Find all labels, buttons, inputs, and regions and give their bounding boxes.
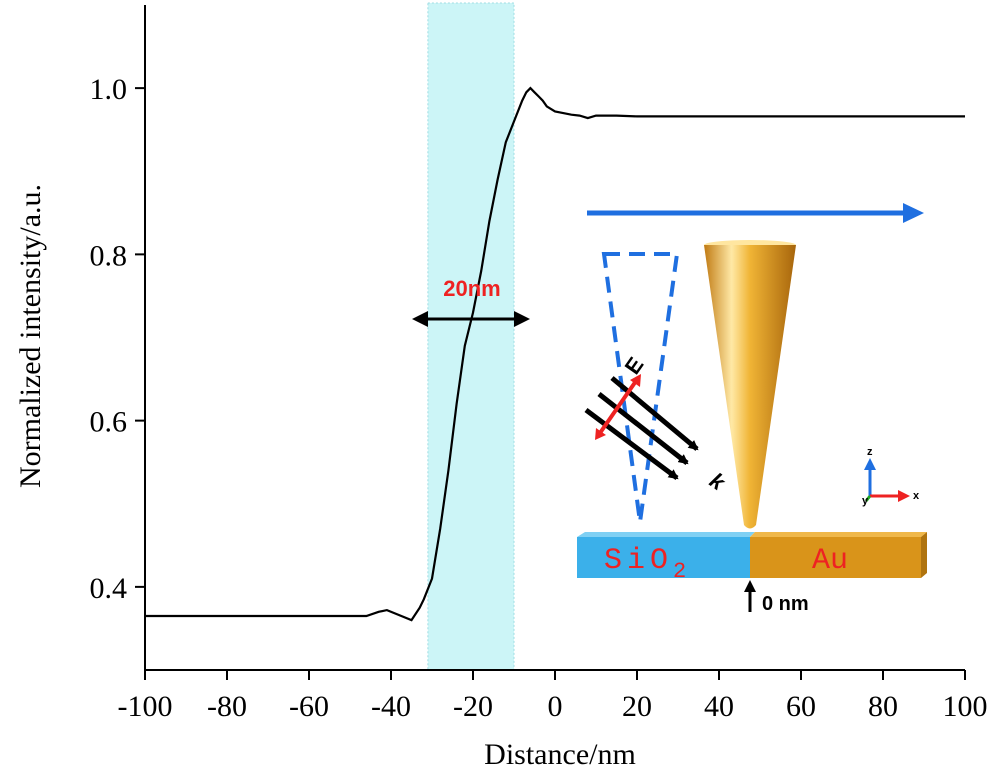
field-label: E: [620, 352, 649, 378]
highlight-band: [427, 2, 515, 671]
width-arrowhead-right: [514, 311, 530, 327]
x-tick-label: 100: [943, 690, 988, 723]
y-tick-label: 1.0: [90, 73, 128, 106]
zero-marker-label: 0 nm: [762, 593, 809, 615]
au-slab-top: [750, 532, 927, 537]
x-tick-label: -80: [207, 690, 247, 723]
wavevector-arrow-2: [597, 392, 689, 465]
y-tick-label: 0.8: [90, 239, 128, 272]
field-arrow: [598, 379, 638, 435]
triad-x-label: x: [913, 490, 920, 502]
wavevector-arrow-1: [610, 376, 699, 451]
sio2-slab-top: [577, 532, 755, 537]
triad-y-label: y: [862, 495, 869, 507]
x-tick-label: 60: [786, 690, 816, 723]
au-slab: [750, 537, 921, 578]
triad-z-arrowhead: [864, 458, 876, 470]
sio2-label: SiO2: [604, 544, 691, 584]
triad-x-arrowhead: [898, 490, 910, 502]
x-axis-ticks: -100 -80 -60 -40 -20 0 20 40 60 80 100: [118, 670, 988, 723]
field-arrowhead-down: [595, 428, 606, 440]
x-tick-label: -40: [371, 690, 411, 723]
x-tick-label: -20: [453, 690, 493, 723]
x-tick-label: 20: [622, 690, 652, 723]
triad-z-label: z: [867, 446, 873, 458]
y-axis-ticks: 0.4 0.6 0.8 1.0: [90, 73, 145, 605]
x-tick-label: 40: [704, 690, 734, 723]
scan-arrowhead: [903, 203, 924, 223]
y-tick-label: 0.6: [90, 406, 128, 439]
width-label: 20nm: [443, 276, 500, 301]
wavevector-arrow-3: [584, 407, 679, 481]
sio2-slab: [577, 537, 750, 578]
y-axis-label: Normalized intensity/a.u.: [14, 184, 47, 488]
dashed-beam-triangle: [601, 252, 680, 523]
gold-tip: [704, 245, 796, 529]
intensity-line: [145, 86, 965, 622]
au-label: Au: [812, 544, 848, 578]
x-tick-label: -60: [289, 690, 329, 723]
width-arrowhead-left: [412, 311, 428, 327]
zero-marker-arrowhead: [744, 580, 756, 592]
x-tick-label: 0: [548, 690, 563, 723]
y-tick-label: 0.4: [90, 572, 128, 605]
field-arrowhead-up: [630, 374, 641, 387]
au-slab-side: [921, 532, 927, 578]
x-axis-label: Distance/nm: [484, 738, 636, 771]
wavevector-label: k: [705, 468, 731, 497]
x-tick-label: 80: [868, 690, 898, 723]
triad-y-axis: [864, 495, 872, 502]
x-tick-label: -100: [118, 690, 173, 723]
